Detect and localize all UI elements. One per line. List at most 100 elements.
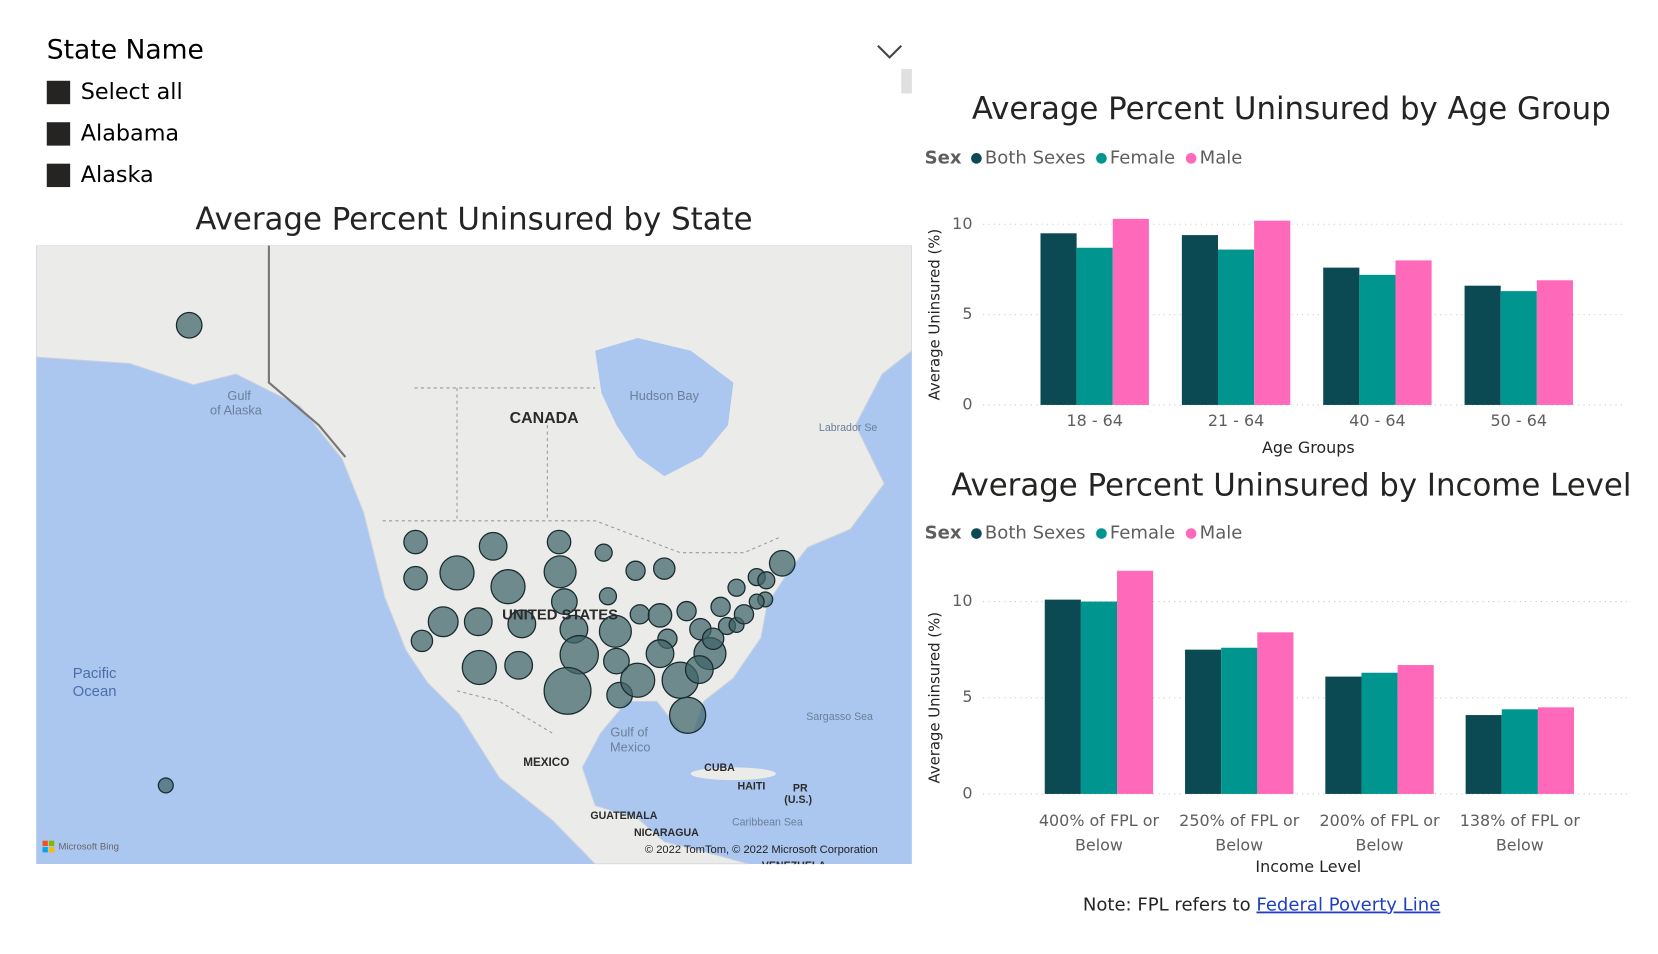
state-bubble[interactable] [733, 604, 755, 625]
note-text: Note: FPL refers to [1083, 895, 1257, 916]
map-label: Gulf of [610, 725, 648, 740]
state-bubble[interactable] [507, 609, 537, 639]
x-tick-label-box: 50 - 64 [1490, 411, 1548, 431]
x-tick-label: 400% of FPL or Below [1038, 810, 1160, 855]
y-tick-label: 0 [962, 783, 972, 802]
checkbox[interactable] [46, 80, 71, 105]
bar [1536, 280, 1573, 405]
state-bubble[interactable] [550, 588, 578, 615]
state-bubble[interactable] [594, 543, 613, 562]
map-label: VENEZUELA [762, 860, 827, 872]
bar [1395, 260, 1432, 405]
x-tick-label: 138% of FPL or Below [1459, 810, 1580, 855]
state-bubble[interactable] [748, 593, 765, 610]
bubble-layer [157, 311, 796, 794]
bar [1359, 274, 1396, 405]
state-bubble[interactable] [463, 607, 493, 637]
state-bubble[interactable] [652, 557, 676, 580]
legend-label: Female [1110, 147, 1175, 168]
map-label: (U.S.) [784, 794, 812, 806]
state-bubble[interactable] [620, 662, 656, 698]
state-bubble[interactable] [768, 549, 796, 577]
bar-chart: Average Percent Uninsured by Age Group Se… [925, 91, 1627, 457]
state-bubble[interactable] [668, 696, 707, 734]
bar [1076, 247, 1113, 405]
cuba [690, 767, 776, 781]
bar [1257, 632, 1294, 794]
x-tick-label-box: 138% of FPL or Below [1459, 810, 1580, 855]
chart-title: Average Percent Uninsured by Income Leve… [951, 467, 1631, 503]
x-tick-label-box: 200% of FPL or Below [1319, 810, 1440, 855]
state-bubble[interactable] [598, 614, 632, 648]
state-bubble[interactable] [157, 777, 174, 794]
state-bubble[interactable] [757, 571, 776, 590]
state-bubble[interactable] [461, 649, 497, 686]
chart-title: Average Percent Uninsured by Age Group [972, 91, 1611, 127]
map-label: UNITED STATES [502, 607, 618, 623]
state-bubble[interactable] [403, 565, 428, 591]
map-label: CUBA [704, 762, 735, 774]
state-bubble[interactable] [403, 529, 428, 555]
bar [1117, 570, 1154, 794]
state-bubble[interactable] [439, 555, 475, 591]
y-tick-label: 5 [962, 687, 972, 706]
note-link[interactable]: Federal Poverty Line [1256, 895, 1440, 916]
state-bubble[interactable] [543, 666, 592, 715]
map-label: CANADA [510, 410, 580, 427]
state-bubble[interactable] [629, 604, 651, 625]
state-bubble[interactable] [645, 639, 675, 669]
bar [1217, 249, 1255, 405]
state-bubble[interactable] [427, 606, 459, 638]
x-axis-title: Age Groups [1262, 438, 1355, 457]
state-bubble[interactable] [410, 629, 434, 653]
state-bubble[interactable] [543, 555, 577, 589]
state-bubble[interactable] [727, 578, 746, 597]
note: Note: FPL refers to Federal Poverty Line [1083, 895, 1440, 916]
checkbox[interactable] [46, 163, 71, 188]
x-tick-label: 40 - 64 [1349, 411, 1406, 431]
state-bubble[interactable] [701, 627, 725, 651]
slicer-item[interactable]: Select all [81, 79, 183, 105]
state-bubble[interactable] [504, 650, 534, 680]
state-bubble[interactable] [478, 531, 508, 561]
bar [1397, 665, 1434, 794]
x-tick-label: 200% of FPL or Below [1319, 810, 1440, 855]
x-tick-label: 50 - 64 [1490, 411, 1548, 431]
bar [1181, 235, 1218, 405]
legend-dot [971, 153, 982, 164]
slicer-chevron[interactable] [877, 44, 903, 59]
bar [1112, 218, 1149, 405]
scrollbar[interactable] [901, 69, 912, 94]
state-bubble[interactable] [647, 603, 673, 628]
state-bubble[interactable] [598, 587, 618, 606]
borders [268, 245, 782, 734]
legend-label: Male [1200, 147, 1243, 168]
map-attribution: © 2022 TomTom, © 2022 Microsoft Corporat… [645, 844, 878, 856]
legend-label: Male [1200, 523, 1243, 544]
bar [1325, 676, 1362, 794]
state-bubble[interactable] [546, 529, 572, 555]
slicer-item[interactable]: Alaska [81, 162, 154, 188]
state-bubble[interactable] [175, 311, 203, 339]
map-label: GUATEMALA [590, 810, 657, 822]
y-tick-label: 0 [962, 394, 972, 413]
hudson-bay [595, 337, 734, 477]
x-tick-label-box: 250% of FPL or Below [1179, 811, 1299, 855]
y-tick-label: 10 [952, 214, 972, 233]
bar [1254, 220, 1291, 405]
state-bubble[interactable] [625, 560, 646, 581]
state-bubble[interactable] [684, 655, 714, 685]
bar [1501, 709, 1538, 794]
map-title: Average Percent Uninsured by State [195, 202, 752, 238]
checkbox[interactable] [46, 122, 71, 146]
state-bubble[interactable] [490, 569, 526, 605]
state-bubble[interactable] [710, 596, 731, 618]
state-bubble[interactable] [676, 600, 697, 622]
bar [1080, 601, 1118, 794]
state-bubble[interactable] [603, 647, 630, 675]
slicer-item[interactable]: Alabama [81, 120, 179, 146]
islands [403, 255, 851, 372]
bar [1361, 672, 1398, 794]
